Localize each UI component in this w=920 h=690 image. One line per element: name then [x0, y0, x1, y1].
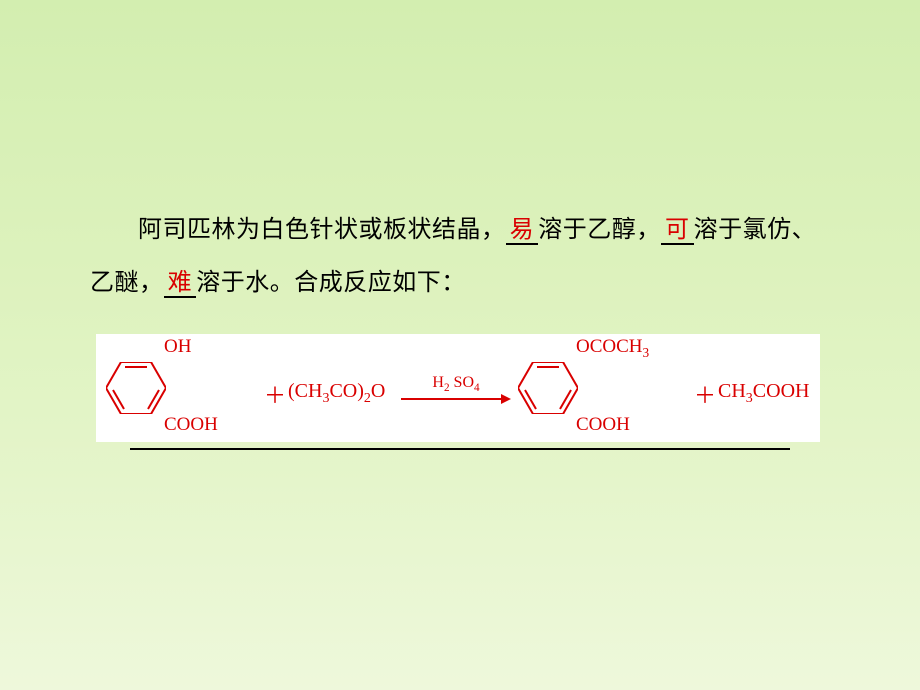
seg-0: 阿司匹林为白色针状或板状结晶， — [138, 217, 506, 243]
blank-0: 易 — [506, 217, 539, 245]
equation-underline — [130, 448, 790, 450]
seg-1: 溶于乙醇， — [538, 217, 661, 243]
benzene-ring-1 — [106, 362, 166, 414]
seg-3: 溶于水。合成反应如下： — [196, 270, 466, 296]
substituent-ococh3: OCOCH3 — [576, 336, 649, 361]
reaction-arrow: H2 SO4 — [401, 374, 511, 411]
reactant-2: (CH3CO)2O — [288, 380, 385, 407]
substituent-cooh-2: COOH — [576, 414, 630, 436]
slide-content: 阿司匹林为白色针状或板状结晶，易溶于乙醇，可溶于氯仿、乙醚，难溶于水。合成反应如… — [90, 180, 840, 442]
product-2: CH3COOH — [718, 380, 809, 407]
blank-2: 难 — [164, 270, 197, 298]
reaction-equation: OH COOH ＋ (CH3CO)2O H2 SO4 — [96, 334, 820, 442]
description-paragraph: 阿司匹林为白色针状或板状结晶，易溶于乙醇，可溶于氯仿、乙醚，难溶于水。合成反应如… — [90, 204, 840, 310]
plus-1: ＋ — [264, 378, 286, 410]
plus-2: ＋ — [694, 378, 716, 410]
substituent-oh-1: OH — [164, 336, 191, 358]
benzene-ring-2 — [518, 362, 578, 414]
catalyst-label: H2 SO4 — [401, 374, 511, 394]
substituent-cooh-1: COOH — [164, 414, 218, 436]
blank-1: 可 — [661, 217, 694, 245]
